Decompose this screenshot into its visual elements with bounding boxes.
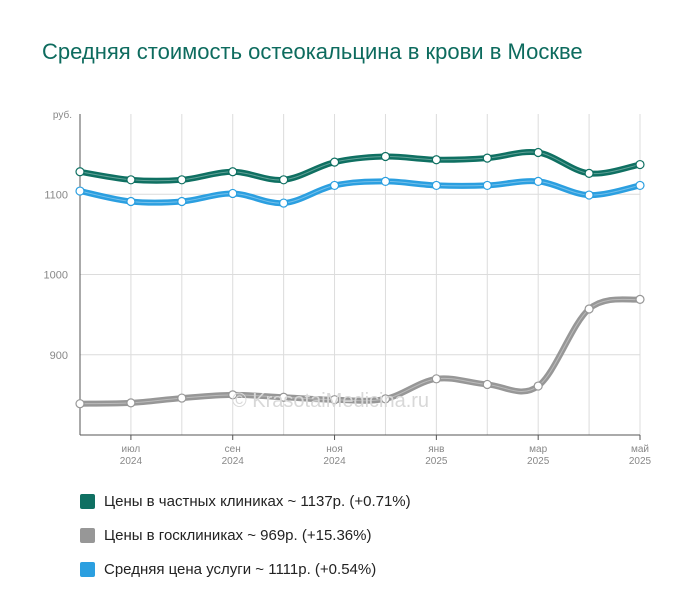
- data-point-average: [228, 188, 238, 199]
- data-point-state: [279, 392, 289, 402]
- data-point-average: [635, 180, 645, 191]
- data-point-private: [126, 175, 136, 185]
- legend-swatch-private: [80, 493, 95, 509]
- data-point-state: [635, 294, 645, 304]
- x-tick-year: 2025: [425, 456, 448, 467]
- data-point-state: [482, 379, 492, 390]
- data-point-average: [431, 180, 441, 191]
- x-tick-label: янв: [428, 444, 444, 455]
- line-chart: 90010001100руб.июл2024сен2024ноя2024янв2…: [44, 109, 652, 467]
- legend-label-state: Цены в госклиниках ~ 969р. (+15.36%): [104, 526, 372, 544]
- x-tick-label: мар: [529, 444, 547, 455]
- data-point-state: [228, 390, 238, 400]
- data-point-average: [329, 180, 340, 191]
- data-point-state: [126, 398, 136, 408]
- data-point-state: [329, 395, 340, 405]
- data-point-private: [584, 168, 594, 178]
- x-tick-label: сен: [225, 444, 241, 455]
- data-point-state: [431, 374, 441, 384]
- x-tick-year: 2024: [222, 456, 245, 467]
- legend-label-average: Средняя цена услуги ~ 1111р. (+0.54%): [104, 560, 377, 578]
- x-tick-year: 2024: [120, 456, 143, 467]
- y-axis-label: руб.: [53, 109, 72, 121]
- data-point-state: [177, 393, 187, 403]
- x-tick-label: ноя: [326, 444, 343, 455]
- series-line-average: [77, 178, 643, 207]
- data-point-private: [431, 155, 441, 165]
- data-point-private: [75, 167, 85, 177]
- y-tick-label: 900: [50, 350, 68, 362]
- watermark: © KrasotaiMedicina.ru: [232, 390, 430, 412]
- data-point-state: [75, 399, 85, 409]
- legend-item-state[interactable]: Цены в госклиниках ~ 969р. (+15.36%): [80, 518, 411, 552]
- data-point-private: [482, 153, 492, 163]
- x-tick-label: май: [631, 444, 649, 455]
- legend: Цены в частных клиниках ~ 1137р. (+0.71%…: [80, 484, 411, 586]
- legend-swatch-state: [80, 527, 95, 543]
- data-point-average: [380, 176, 391, 187]
- series-line-state: [77, 296, 643, 407]
- data-point-state: [380, 394, 391, 404]
- data-point-state: [584, 304, 594, 314]
- series-line-highlight-state: [79, 298, 641, 405]
- data-point-private: [635, 159, 645, 170]
- y-tick-label: 1100: [44, 189, 68, 201]
- data-point-state: [533, 381, 543, 391]
- data-point-private: [177, 175, 187, 185]
- x-tick-year: 2025: [527, 456, 550, 467]
- chart-title: Средняя стоимость остеокальцина в крови …: [42, 39, 583, 64]
- data-point-private: [228, 167, 238, 177]
- data-point-private: [380, 151, 391, 162]
- data-point-average: [126, 196, 136, 207]
- data-point-average: [279, 198, 289, 208]
- legend-item-average[interactable]: Средняя цена услуги ~ 1111р. (+0.54%): [80, 552, 411, 586]
- data-point-average: [584, 190, 594, 200]
- x-tick-year: 2024: [323, 456, 346, 467]
- x-tick-label: июл: [122, 444, 141, 455]
- data-point-private: [279, 175, 289, 185]
- data-point-average: [482, 180, 492, 191]
- data-point-average: [177, 196, 187, 207]
- data-point-average: [533, 176, 543, 187]
- legend-swatch-average: [80, 561, 95, 577]
- data-point-private: [329, 157, 340, 167]
- legend-label-private: Цены в частных клиниках ~ 1137р. (+0.71%…: [104, 492, 411, 510]
- x-tick-year: 2025: [629, 456, 652, 467]
- data-point-private: [533, 147, 543, 158]
- legend-item-private[interactable]: Цены в частных клиниках ~ 1137р. (+0.71%…: [80, 484, 411, 518]
- data-point-average: [75, 186, 85, 196]
- y-tick-label: 1000: [44, 270, 68, 282]
- series-line-private: [77, 148, 643, 184]
